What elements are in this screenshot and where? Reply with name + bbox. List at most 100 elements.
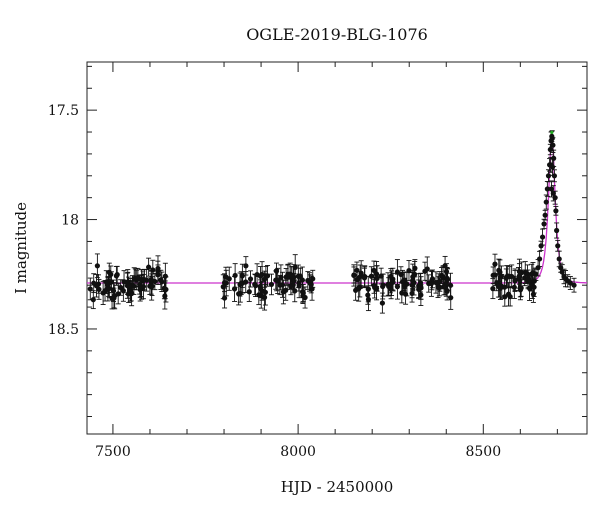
data-point: [518, 279, 524, 297]
data-point: [571, 277, 577, 293]
point-marker: [309, 286, 315, 292]
data-point: [495, 275, 502, 298]
data-point: [437, 271, 443, 292]
data-point: [542, 209, 548, 221]
point-marker: [512, 277, 518, 283]
data-point: [87, 277, 93, 301]
data-point: [268, 273, 275, 296]
point-marker: [516, 273, 523, 279]
point-marker: [429, 276, 436, 282]
point-marker: [371, 267, 377, 273]
data-point: [410, 271, 416, 290]
point-marker: [221, 295, 228, 301]
data-point: [394, 259, 401, 285]
point-marker: [495, 283, 502, 290]
point-marker: [94, 263, 100, 269]
data-point: [531, 277, 537, 297]
data-point: [309, 277, 315, 301]
data-point: [545, 169, 552, 183]
point-marker: [361, 275, 368, 281]
data-point: [399, 282, 405, 304]
point-marker: [552, 195, 558, 201]
data-point: [406, 260, 412, 282]
point-marker: [371, 282, 377, 289]
point-marker: [258, 286, 264, 292]
point-marker: [525, 276, 531, 282]
point-marker: [522, 269, 528, 276]
y-axis-ticks: 17.5 18 18.5: [48, 65, 587, 417]
data-point: [374, 265, 380, 292]
point-marker: [571, 282, 577, 288]
point-marker: [548, 186, 555, 192]
point-marker: [108, 271, 114, 277]
data-point: [221, 287, 228, 309]
point-marker: [498, 273, 505, 279]
data-point: [155, 255, 161, 282]
data-point: [125, 276, 132, 296]
point-marker: [542, 212, 548, 218]
point-marker: [226, 276, 232, 282]
point-marker: [394, 284, 401, 290]
x-tick-label: 7500: [95, 444, 131, 460]
point-marker: [138, 276, 145, 283]
data-point: [556, 250, 562, 268]
point-marker: [436, 284, 442, 290]
point-marker: [280, 289, 287, 295]
point-marker: [261, 294, 268, 300]
point-marker: [550, 190, 556, 196]
data-point: [247, 270, 254, 288]
data-point: [550, 137, 556, 154]
point-marker: [424, 266, 430, 272]
data-point: [502, 278, 508, 297]
point-marker: [91, 280, 97, 286]
data-point: [490, 266, 496, 285]
point-marker: [109, 295, 115, 301]
y-tick-label: 18.5: [48, 322, 79, 338]
point-marker: [437, 278, 443, 285]
data-point: [290, 266, 296, 287]
point-marker: [373, 271, 380, 277]
point-marker: [257, 273, 264, 279]
data-point: [91, 273, 97, 294]
data-point: [543, 194, 549, 210]
point-marker: [275, 278, 281, 284]
data-point: [231, 275, 238, 302]
data-point: [238, 271, 244, 296]
point-marker: [232, 272, 238, 279]
data-point: [380, 273, 386, 300]
data-point: [96, 278, 102, 300]
data-points: [87, 130, 577, 314]
peak-highlight: [550, 130, 554, 134]
point-marker: [555, 243, 561, 249]
point-marker: [102, 288, 108, 294]
point-marker: [118, 284, 124, 291]
point-marker: [365, 292, 371, 298]
plot-frame: [86, 61, 588, 435]
point-marker: [155, 265, 161, 272]
point-marker: [554, 227, 560, 234]
data-point: [162, 280, 168, 300]
point-marker: [379, 300, 385, 306]
point-marker: [447, 282, 454, 288]
data-point: [121, 270, 127, 294]
point-marker: [490, 272, 496, 278]
y-tick-label: 17.5: [48, 103, 79, 119]
point-marker: [536, 256, 543, 262]
data-point: [258, 279, 264, 299]
data-point: [361, 267, 368, 289]
point-marker: [296, 283, 302, 289]
point-marker: [238, 280, 244, 286]
data-point: [512, 268, 518, 291]
point-marker: [300, 293, 306, 299]
data-point: [305, 271, 311, 290]
point-marker: [268, 281, 275, 288]
point-marker: [518, 285, 524, 291]
data-point: [416, 279, 422, 300]
point-marker: [290, 273, 296, 279]
point-marker: [277, 282, 283, 288]
point-marker: [490, 286, 496, 292]
point-marker: [541, 221, 547, 227]
data-point: [351, 266, 357, 284]
point-marker: [406, 268, 412, 274]
data-point: [102, 280, 108, 302]
